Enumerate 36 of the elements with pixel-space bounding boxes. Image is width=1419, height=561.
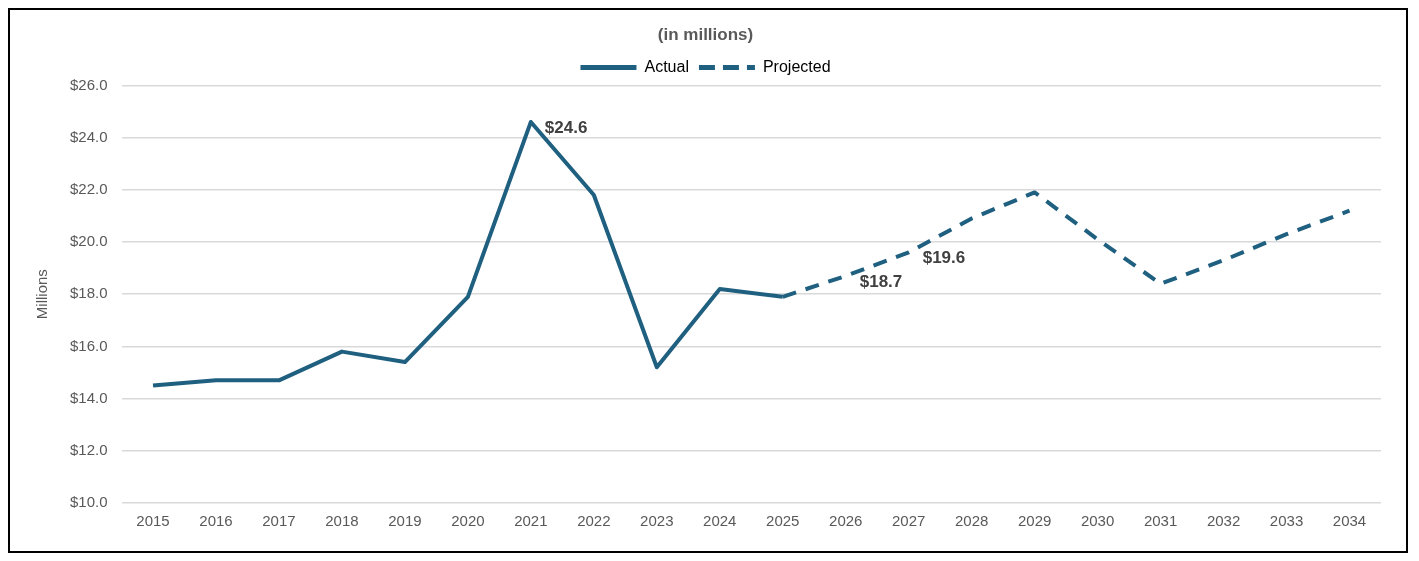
legend-label: Actual [644,57,689,75]
x-tick-label: 2016 [199,512,233,530]
x-tick-label: 2031 [1143,512,1178,530]
y-tick-label: $20.0 [69,232,108,250]
x-tick-label: 2017 [262,512,296,530]
x-tick-label: 2034 [1332,512,1367,530]
x-tick-label: 2019 [388,512,422,530]
y-tick-label: $10.0 [69,493,108,511]
y-tick-label: $18.0 [69,284,108,302]
x-tick-label: 2020 [451,512,485,530]
x-tick-label: 2023 [640,512,674,530]
x-tick-label: 2022 [577,512,611,530]
x-tick-label: 2021 [514,512,548,530]
y-tick-label: $26.0 [69,75,108,93]
chart-title: (in millions) [657,24,754,44]
data-label: $19.6 [922,248,966,268]
y-tick-label: $14.0 [69,388,108,406]
y-axis-title: Millions [33,269,51,320]
x-tick-label: 2033 [1269,512,1304,530]
x-tick-label: 2015 [136,512,170,530]
x-tick-label: 2032 [1206,512,1241,530]
x-tick-label: 2025 [766,512,800,530]
data-label: $18.7 [859,271,903,291]
x-tick-label: 2026 [829,512,863,530]
x-tick-label: 2030 [1080,512,1115,530]
legend-label: Projected [762,57,831,75]
y-tick-label: $22.0 [69,179,108,197]
x-tick-label: 2018 [325,512,359,530]
x-tick-label: 2029 [1017,512,1052,530]
x-tick-label: 2027 [892,512,926,530]
y-tick-label: $24.0 [69,127,108,145]
y-tick-label: $16.0 [69,336,108,354]
x-tick-label: 2024 [703,512,737,530]
data-label: $24.6 [544,117,588,137]
y-tick-label: $12.0 [69,440,108,458]
x-tick-label: 2028 [954,512,989,530]
